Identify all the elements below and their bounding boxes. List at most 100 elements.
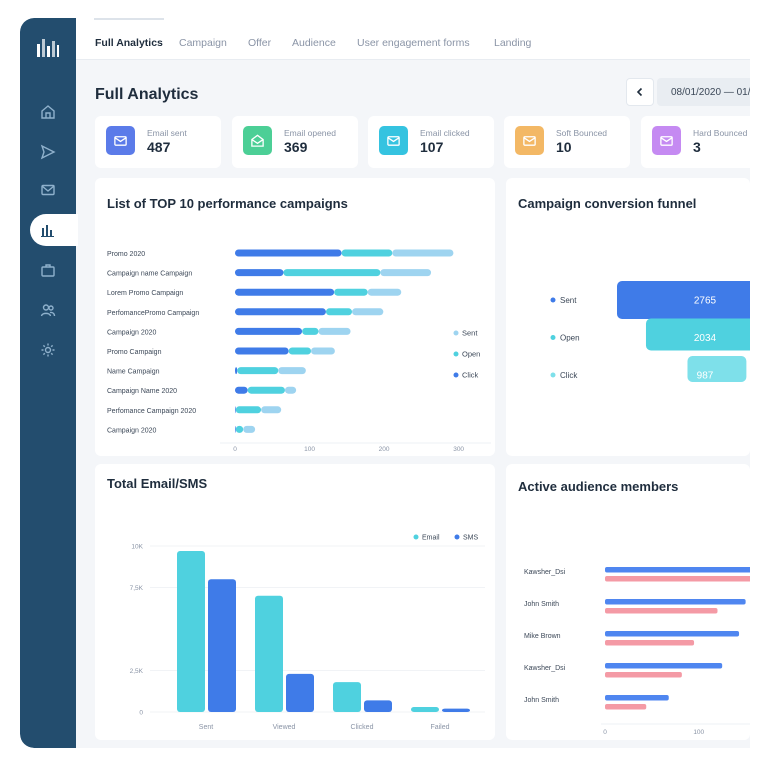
- legend-label: Click: [462, 371, 478, 380]
- analytics-icon[interactable]: [34, 216, 62, 244]
- bar-segment-click: [235, 425, 236, 433]
- settings-icon[interactable]: [34, 336, 62, 364]
- x-tick-label: Sent: [199, 724, 213, 731]
- bar-email: [255, 595, 283, 712]
- x-tick-label: 300: [453, 446, 464, 453]
- bar-segment-click: [235, 386, 248, 394]
- briefcase-icon[interactable]: [34, 256, 62, 284]
- legend-label: Open: [462, 350, 480, 359]
- stat-value: 369: [284, 139, 308, 155]
- bar-sms: [286, 673, 314, 712]
- bar-segment-open: [247, 386, 285, 394]
- stat-card-email-sent: Email sent 487: [95, 116, 221, 168]
- category-label: PerfomancePromo Campaign: [107, 310, 199, 317]
- stat-card-hard-bounced: Hard Bounced 3: [641, 116, 750, 168]
- bar-email: [177, 550, 205, 712]
- stat-value: 10: [556, 139, 572, 155]
- member-label: Kawsher_Dsi: [524, 665, 566, 672]
- bar-segment-sent: [278, 367, 306, 375]
- stat-value: 487: [147, 139, 171, 155]
- mail-icon[interactable]: [34, 176, 62, 204]
- tab-divider: [94, 18, 164, 20]
- mail-click-icon: [379, 126, 408, 155]
- send-icon[interactable]: [34, 138, 62, 166]
- tab-offer[interactable]: Offer: [248, 37, 272, 49]
- bar-segment-open: [334, 288, 368, 296]
- bar-segment-open: [302, 327, 319, 335]
- bar-email: [411, 707, 439, 712]
- x-tick-label: 100: [304, 446, 315, 453]
- bar-segment-click: [235, 406, 236, 414]
- bar-series-b: [605, 640, 695, 646]
- bar-series-b: [605, 576, 750, 582]
- bar-sms: [364, 700, 392, 712]
- date-range-picker[interactable]: 08/01/2020 — 01/2: [657, 78, 750, 106]
- tab-user-engagement-forms[interactable]: User engagement forms: [357, 37, 470, 49]
- users-icon[interactable]: [34, 296, 62, 324]
- bar-series-b: [605, 672, 682, 678]
- legend-label: SMS: [463, 535, 479, 542]
- x-tick-label: 100: [693, 729, 704, 736]
- bar-series-a: [605, 567, 750, 573]
- stat-card-email-clicked: Email clicked 107: [368, 116, 494, 168]
- y-tick-label: 0: [139, 710, 143, 717]
- date-prev-button[interactable]: [626, 78, 654, 106]
- stat-label: Email sent: [147, 128, 187, 138]
- legend-swatch: [453, 372, 459, 378]
- member-label: Mike Brown: [524, 633, 561, 640]
- tab-campaign[interactable]: Campaign: [179, 37, 227, 49]
- stat-label: Soft Bounced: [556, 128, 608, 138]
- bar-segment-sent: [352, 308, 384, 316]
- funnel-value-label: 2034: [694, 333, 717, 344]
- mail-open-icon: [243, 126, 272, 155]
- bar-segment-click: [235, 367, 238, 375]
- bar-series-b: [605, 608, 718, 614]
- stat-value: 3: [693, 139, 701, 155]
- bar-segment-open: [341, 249, 393, 257]
- legend-swatch: [453, 351, 459, 357]
- nav-active-indicator: [30, 214, 78, 246]
- stat-label: Email opened: [284, 128, 336, 138]
- app-logo-icon: [36, 36, 60, 65]
- funnel-bar: [687, 356, 747, 382]
- home-icon[interactable]: [34, 98, 62, 126]
- bar-segment-sent: [284, 386, 297, 394]
- tab-audience[interactable]: Audience: [292, 37, 336, 49]
- stat-label: Hard Bounced: [693, 128, 748, 138]
- funnel-stage-label: Open: [560, 334, 580, 343]
- funnel-stage-label: Click: [560, 371, 578, 380]
- mail-soft-bounce-icon: [515, 126, 544, 155]
- category-label: Promo 2020: [107, 251, 145, 258]
- y-tick-label: 10K: [131, 544, 143, 551]
- x-tick-label: Viewed: [273, 724, 296, 731]
- bar-segment-click: [235, 269, 284, 277]
- stat-value: 107: [420, 139, 444, 155]
- top10-bar-chart: Promo 2020 Campaign name Campaign Lorem Pr…: [107, 249, 491, 453]
- mail-out-icon: [106, 126, 135, 155]
- app-frame: Full Analytics Campaign Offer Audience U…: [20, 18, 750, 748]
- bar-series-b: [605, 704, 647, 710]
- category-label: Campaign name Campaign: [107, 271, 192, 278]
- funnel-value-label: 2765: [694, 296, 717, 307]
- y-tick-label: 7,5K: [130, 585, 144, 592]
- category-label: Lorem Promo Campaign: [107, 290, 183, 297]
- category-label: Campaign Name 2020: [107, 388, 177, 395]
- funnel-dot: [550, 372, 556, 378]
- bar-segment-open: [288, 347, 312, 355]
- legend-label: Email: [422, 535, 440, 542]
- bar-segment-open: [235, 425, 244, 433]
- bar-segment-open: [283, 269, 381, 277]
- mail-hard-bounce-icon: [652, 126, 681, 155]
- category-label: Campaign 2020: [107, 427, 157, 434]
- sidebar: [20, 18, 78, 748]
- category-label: Promo Campaign: [107, 349, 162, 356]
- bar-segment-open: [235, 406, 262, 414]
- card-title: List of TOP 10 performance campaigns: [107, 196, 348, 211]
- page-title: Full Analytics: [95, 86, 199, 103]
- bar-segment-click: [235, 288, 335, 296]
- tab-full-analytics[interactable]: Full Analytics: [95, 37, 163, 49]
- bar-segment-open: [237, 367, 279, 375]
- member-label: John Smith: [524, 601, 559, 608]
- active-audience-card: Active audience members Kawsher_Dsi John …: [506, 464, 750, 740]
- tab-landing[interactable]: Landing: [494, 37, 532, 49]
